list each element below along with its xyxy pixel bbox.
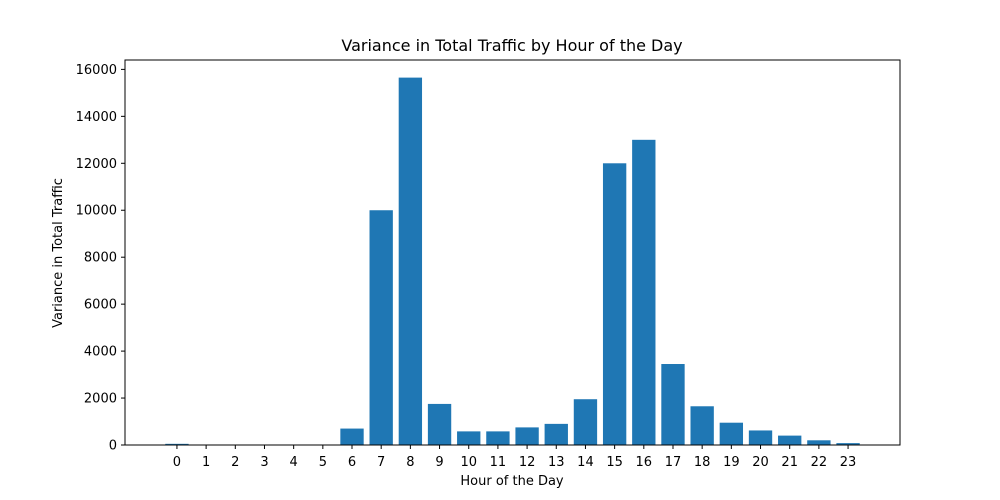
bar xyxy=(573,399,598,445)
x-tick-label: 1 xyxy=(202,455,210,470)
x-tick-label: 5 xyxy=(319,455,327,470)
x-tick-label: 0 xyxy=(173,455,181,470)
x-tick-label: 9 xyxy=(435,455,443,470)
y-tick-label: 4000 xyxy=(84,345,117,360)
y-axis-label: Variance in Total Traffic xyxy=(51,178,66,328)
y-tick-label: 8000 xyxy=(84,251,117,266)
x-axis-label: Hour of the Day xyxy=(460,474,564,489)
x-tick-label: 15 xyxy=(606,455,623,470)
bar xyxy=(690,406,714,445)
x-tick-label: 3 xyxy=(260,455,268,470)
x-tick-label: 16 xyxy=(636,455,653,470)
x-tick-label: 13 xyxy=(548,455,565,470)
x-tick-label: 23 xyxy=(840,455,857,470)
y-tick-label: 2000 xyxy=(84,392,117,407)
x-tick-label: 2 xyxy=(231,455,239,470)
bar xyxy=(369,210,393,445)
bar xyxy=(165,443,189,445)
bar xyxy=(515,427,539,445)
bar xyxy=(632,139,656,445)
y-tick-label: 16000 xyxy=(76,63,117,78)
y-tick-label: 6000 xyxy=(84,298,117,313)
x-tick-label: 10 xyxy=(460,455,477,470)
x-tick-label: 11 xyxy=(490,455,507,470)
x-tick-label: 12 xyxy=(519,455,536,470)
x-tick-label: 8 xyxy=(406,455,414,470)
bar xyxy=(836,443,860,445)
x-tick-label: 14 xyxy=(577,455,594,470)
bar xyxy=(457,431,481,445)
x-tick-label: 18 xyxy=(694,455,711,470)
x-tick-label: 7 xyxy=(377,455,385,470)
y-tick-label: 14000 xyxy=(76,110,117,125)
bar xyxy=(748,430,773,445)
bar xyxy=(602,163,627,446)
bar xyxy=(398,77,423,446)
x-tick-label: 17 xyxy=(665,455,682,470)
y-axis-ticks: 0 2000 4000 6000 8000 10000 12000 14000 16000 xyxy=(76,63,125,454)
x-tick-label: 19 xyxy=(723,455,740,470)
x-axis-ticks: 0 1 2 3 4 5 6 7 8 9 10 11 12 13 14 15 16 17 18 19 20 21 22 23 xyxy=(173,445,857,470)
x-tick-label: 21 xyxy=(781,455,798,470)
y-tick-label: 10000 xyxy=(76,204,117,219)
y-tick-label: 0 xyxy=(109,439,117,454)
bars-group xyxy=(165,77,860,446)
x-tick-label: 20 xyxy=(752,455,769,470)
y-tick-label: 12000 xyxy=(76,157,117,172)
bar xyxy=(486,431,510,445)
bar xyxy=(544,423,568,445)
bar xyxy=(719,422,744,445)
bar xyxy=(807,440,831,445)
bar xyxy=(778,435,802,445)
bar xyxy=(661,364,685,445)
bar xyxy=(340,428,364,445)
x-tick-label: 6 xyxy=(348,455,356,470)
plot-frame xyxy=(124,59,901,446)
bar xyxy=(427,403,452,445)
chart-title: Variance in Total Traffic by Hour of the… xyxy=(341,36,682,55)
x-tick-label: 4 xyxy=(290,455,298,470)
x-tick-label: 22 xyxy=(811,455,828,470)
